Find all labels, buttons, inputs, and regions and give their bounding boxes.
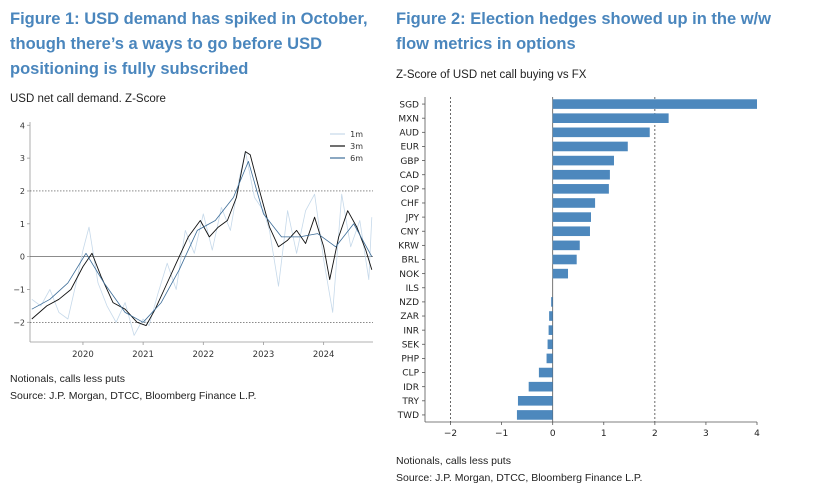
series-line-3m — [31, 151, 373, 327]
y-tick-label: 4 — [20, 121, 25, 130]
bar-zar — [549, 311, 553, 321]
x-tick-label: −1 — [495, 429, 508, 439]
category-label: CNY — [400, 227, 419, 237]
category-label: SEK — [402, 340, 420, 350]
category-label: GBP — [400, 157, 419, 167]
figure2-notes: Notionals, calls less puts Source: J.P. … — [396, 453, 642, 487]
bar-eur — [552, 141, 628, 152]
bar-twd — [516, 410, 553, 420]
y-tick-label: −1 — [13, 285, 25, 294]
bar-sek — [547, 339, 553, 350]
figure2-note: Notionals, calls less puts — [396, 455, 511, 467]
x-tick-label: 0 — [550, 429, 556, 439]
legend-label-1m: 1m — [350, 130, 363, 139]
category-label: CHF — [401, 199, 419, 209]
bar-jpy — [552, 212, 591, 222]
y-tick-label: 0 — [20, 253, 25, 262]
bar-inr — [548, 325, 553, 335]
bar-brl — [552, 254, 577, 265]
x-tick-label: 4 — [754, 429, 760, 439]
category-label: MXN — [398, 114, 419, 124]
figure1-notes: Notionals, calls less puts Source: J.P. … — [10, 371, 256, 405]
bar-mxn — [552, 113, 669, 123]
bar-nzd — [551, 297, 553, 307]
category-label: KRW — [398, 242, 419, 252]
category-label: NOK — [399, 270, 420, 280]
series-line-1m — [31, 151, 373, 336]
bar-chf — [552, 198, 596, 208]
category-label: CLP — [402, 369, 419, 379]
bar-sgd — [552, 99, 757, 109]
category-label: INR — [403, 326, 419, 336]
x-tick-label: 2021 — [132, 350, 154, 360]
figure1-title-line3: positioning is fully subscribed — [10, 60, 249, 78]
bar-try — [517, 396, 553, 406]
figure1-title-line2: though there’s a ways to go before USD — [10, 35, 323, 53]
category-label: NZD — [399, 298, 419, 308]
figure1-source: Source: J.P. Morgan, DTCC, Bloomberg Fin… — [10, 390, 257, 402]
x-tick-label: 2023 — [253, 350, 275, 360]
figure2-subtitle: Z-Score of USD net call buying vs FX — [396, 69, 587, 81]
bar-php — [546, 353, 553, 364]
bar-krw — [552, 240, 580, 251]
category-label: PHP — [401, 355, 419, 365]
x-tick-label: 2 — [652, 429, 658, 439]
x-tick-label: 3 — [703, 429, 709, 439]
figure2-title-line2: flow metrics in options — [396, 35, 576, 53]
category-label: SGD — [399, 100, 419, 110]
category-label: COP — [400, 185, 419, 195]
legend-label-3m: 3m — [350, 142, 363, 151]
category-label: EUR — [400, 143, 419, 153]
y-tick-label: 1 — [20, 220, 25, 229]
bar-aud — [552, 127, 650, 138]
bar-nok — [552, 268, 569, 279]
figure2-source: Source: J.P. Morgan, DTCC, Bloomberg Fin… — [396, 472, 643, 484]
category-label: AUD — [399, 129, 419, 139]
figure2-title-line1: Figure 2: Election hedges showed up in t… — [396, 10, 771, 28]
category-label: ZAR — [400, 312, 419, 322]
legend-label-6m: 6m — [350, 154, 363, 163]
category-label: JPY — [405, 213, 420, 223]
figure1-title-line1: Figure 1: USD demand has spiked in Octob… — [10, 10, 368, 28]
x-tick-label: −2 — [444, 429, 457, 439]
bar-clp — [538, 367, 553, 378]
y-tick-label: −2 — [13, 318, 25, 327]
figure1-note: Notionals, calls less puts — [10, 373, 125, 385]
category-label: BRL — [402, 256, 419, 266]
category-label: CAD — [400, 171, 419, 181]
bar-cop — [552, 184, 609, 194]
bar-cny — [552, 226, 590, 237]
category-label: TWD — [397, 411, 419, 421]
x-tick-label: 2024 — [313, 350, 335, 360]
bar-idr — [528, 381, 553, 392]
x-tick-label: 1 — [601, 429, 607, 439]
bar-gbp — [552, 155, 614, 166]
x-tick-label: 2022 — [192, 350, 214, 360]
bar-cad — [552, 169, 610, 180]
figure1-title: Figure 1: USD demand has spiked in Octob… — [10, 7, 368, 82]
line-chart: 4 3 2 1 0 −1 −2 2020 2021 2022 2023 2024 1m 3m 6m — [13, 121, 373, 360]
figure1-subtitle: USD net call demand. Z-Score — [10, 93, 166, 105]
y-tick-label: 2 — [20, 187, 25, 196]
bar-chart: SGD MXN AUD EUR GBP CAD COP CHF JPY CNY KRW BRL NOK I… — [397, 97, 760, 439]
y-tick-label: 3 — [20, 154, 25, 163]
figure2-title: Figure 2: Election hedges showed up in t… — [396, 7, 771, 57]
category-label: IDR — [403, 383, 419, 393]
x-tick-label: 2020 — [72, 350, 94, 360]
category-label: TRY — [401, 397, 419, 407]
series-line-6m — [31, 161, 373, 323]
category-label: ILS — [406, 284, 420, 294]
